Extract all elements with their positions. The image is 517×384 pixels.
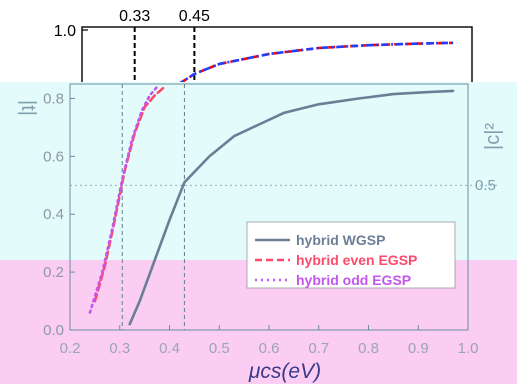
series-line-0 — [128, 89, 455, 326]
y-tick-label: 0.4 — [43, 206, 64, 223]
x-tick-label: 0.9 — [408, 340, 429, 357]
x-tick-label: 0.5 — [209, 340, 230, 357]
y-tick-label: 0.6 — [43, 148, 64, 165]
y-tick-label: 0.8 — [43, 90, 64, 107]
top-axis-label-0: 0.33 — [119, 8, 150, 25]
x-tick-label: 0.3 — [109, 340, 130, 357]
top-panel-frame — [81, 26, 473, 88]
x-tick-label: 0.8 — [358, 340, 379, 357]
legend-label-0: hybrid WGSP — [296, 232, 385, 248]
y-axis-label-right: |c|² — [482, 123, 504, 150]
x-tick-label: 0.7 — [308, 340, 329, 357]
x-tick-label: 0.2 — [60, 340, 81, 357]
legend-label-2: hybrid odd EGSP — [296, 272, 411, 288]
series-line-2 — [88, 85, 159, 314]
y-axis-label-left: |t| — [17, 100, 39, 116]
y-tick-label: 0.2 — [43, 264, 64, 281]
legend: hybrid WGSP hybrid even EGSP hybrid odd EG… — [246, 221, 456, 289]
x-tick-label: 1.0 — [458, 340, 479, 357]
x-tick-label: 0.4 — [159, 340, 180, 357]
main-panel: 0.2 0.3 0.4 0.5 0.6 0.7 0.8 0.9 1.0 0.00.20.40.6… — [17, 83, 504, 383]
legend-label-1: hybrid even EGSP — [296, 252, 417, 268]
top-y-tick-label: 1.0 — [54, 23, 76, 40]
right-axis-tick-label: 0.5 — [475, 177, 496, 194]
x-tick-label: 0.6 — [259, 340, 280, 357]
top-series-line-0 — [149, 41, 454, 96]
x-axis-label: μcs(eV) — [248, 360, 321, 383]
y-tick-label: 0.0 — [43, 322, 64, 339]
legend-box — [246, 221, 456, 289]
top-axis-label-1: 0.45 — [179, 8, 210, 25]
